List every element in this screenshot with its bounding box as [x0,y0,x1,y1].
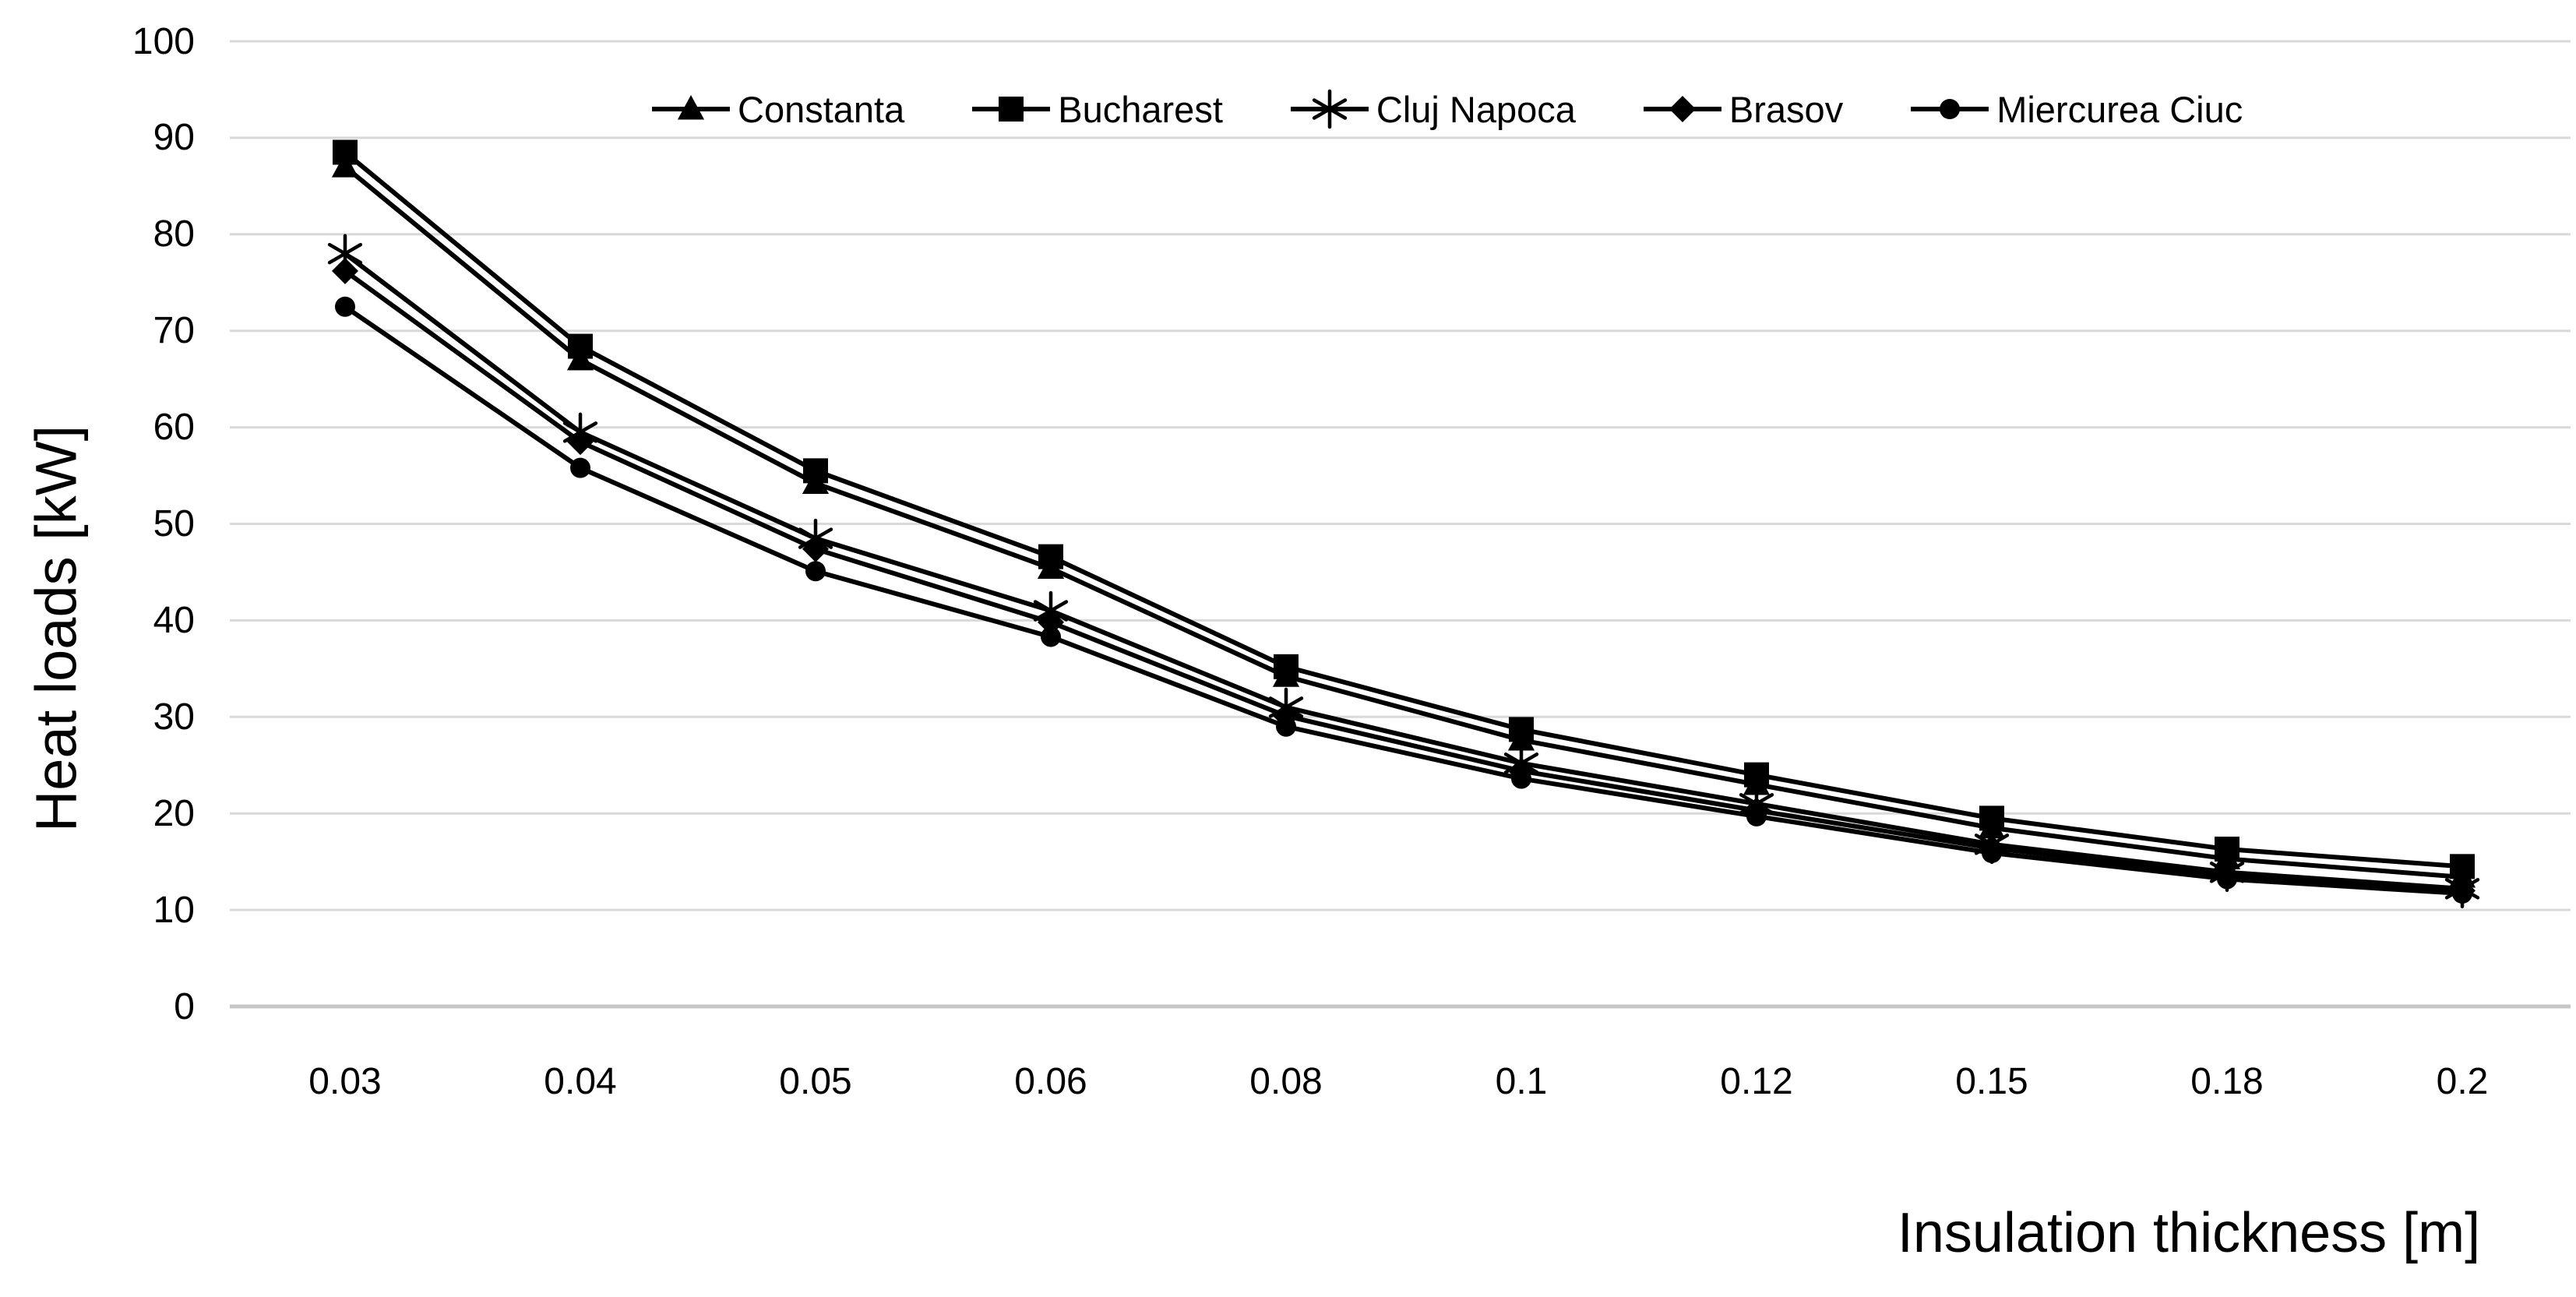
data-point [567,428,594,456]
x-tick-label-0.2: 0.2 [2436,1060,2489,1102]
data-point [2217,869,2237,890]
diamond-marker-icon [1643,96,1721,122]
data-point [332,257,358,284]
y-tick-label-90: 90 [153,117,195,159]
data-point [1509,717,1534,742]
y-tick-label-40: 40 [153,599,195,641]
data-point [335,296,355,317]
legend-item-bucharest: Bucharest [971,82,1223,136]
y-tick-label-60: 60 [153,407,195,449]
y-tick-label-100: 100 [132,20,195,62]
data-point [802,535,829,562]
data-point [570,457,590,478]
data-point [1038,544,1063,569]
data-point [1746,805,1767,826]
data-point [1744,762,1769,788]
x-tick-label-0.06: 0.06 [1014,1060,1087,1102]
legend-item-cluj-napoca: Cluj Napoca [1289,82,1576,136]
circle-marker-icon [1911,99,1989,119]
y-tick-label-70: 70 [153,310,195,352]
x-tick-label-0.12: 0.12 [1720,1060,1793,1102]
data-point [1511,768,1531,789]
legend-label: Miercurea Ciuc [1996,88,2243,130]
x-tick-label-0.1: 0.1 [1495,1060,1548,1102]
data-point [803,458,828,484]
data-point [1041,626,1061,647]
x-axis-title: Insulation thickness [m] [1897,1202,2481,1264]
legend-label: Brasov [1728,88,1844,130]
data-point [1276,716,1296,737]
data-point [1982,842,2002,863]
legend-item-constanta: Constanta [650,82,904,136]
legend-label: Cluj Napoca [1376,88,1576,130]
series-cluj-napoca [327,234,2480,909]
x-tick-label-0.03: 0.03 [308,1060,382,1102]
y-tick-label-0: 0 [174,985,195,1027]
y-tick-label-20: 20 [153,792,195,834]
x-tick-label-0.15: 0.15 [1955,1060,2028,1102]
data-point [805,561,826,582]
series-bucharest [333,139,2475,879]
series-miercurea-ciuc [335,296,2472,904]
series-constanta [331,153,2476,888]
square-marker-icon [972,97,1051,122]
y-tick-label-80: 80 [153,213,195,256]
data-point [331,153,359,178]
series-brasov [332,257,2476,904]
x-tick-label-0.08: 0.08 [1249,1060,1323,1102]
triangle-marker-icon [652,95,730,120]
asterisk-marker-icon [1290,89,1369,129]
y-tick-label-50: 50 [153,503,195,545]
data-point [333,139,358,165]
data-point [1274,654,1299,679]
y-tick-label-10: 10 [153,889,195,931]
x-tick-label-0.05: 0.05 [779,1060,852,1102]
legend-item-miercurea-ciuc: Miercurea Ciuc [1909,82,2243,136]
data-point [568,333,593,359]
chart-legend: Constanta Bucharest Cluj Napoca Brasov Mierc… [650,74,2243,144]
legend-label: Bucharest [1058,88,1223,130]
legend-item-brasov: Brasov [1642,82,1843,136]
y-tick-label-30: 30 [153,696,195,738]
data-point [2452,883,2472,904]
data-point [1038,608,1064,636]
x-tick-label-0.04: 0.04 [544,1060,617,1102]
legend-label: Constanta [738,88,905,130]
x-tick-label-0.18: 0.18 [2190,1060,2264,1102]
